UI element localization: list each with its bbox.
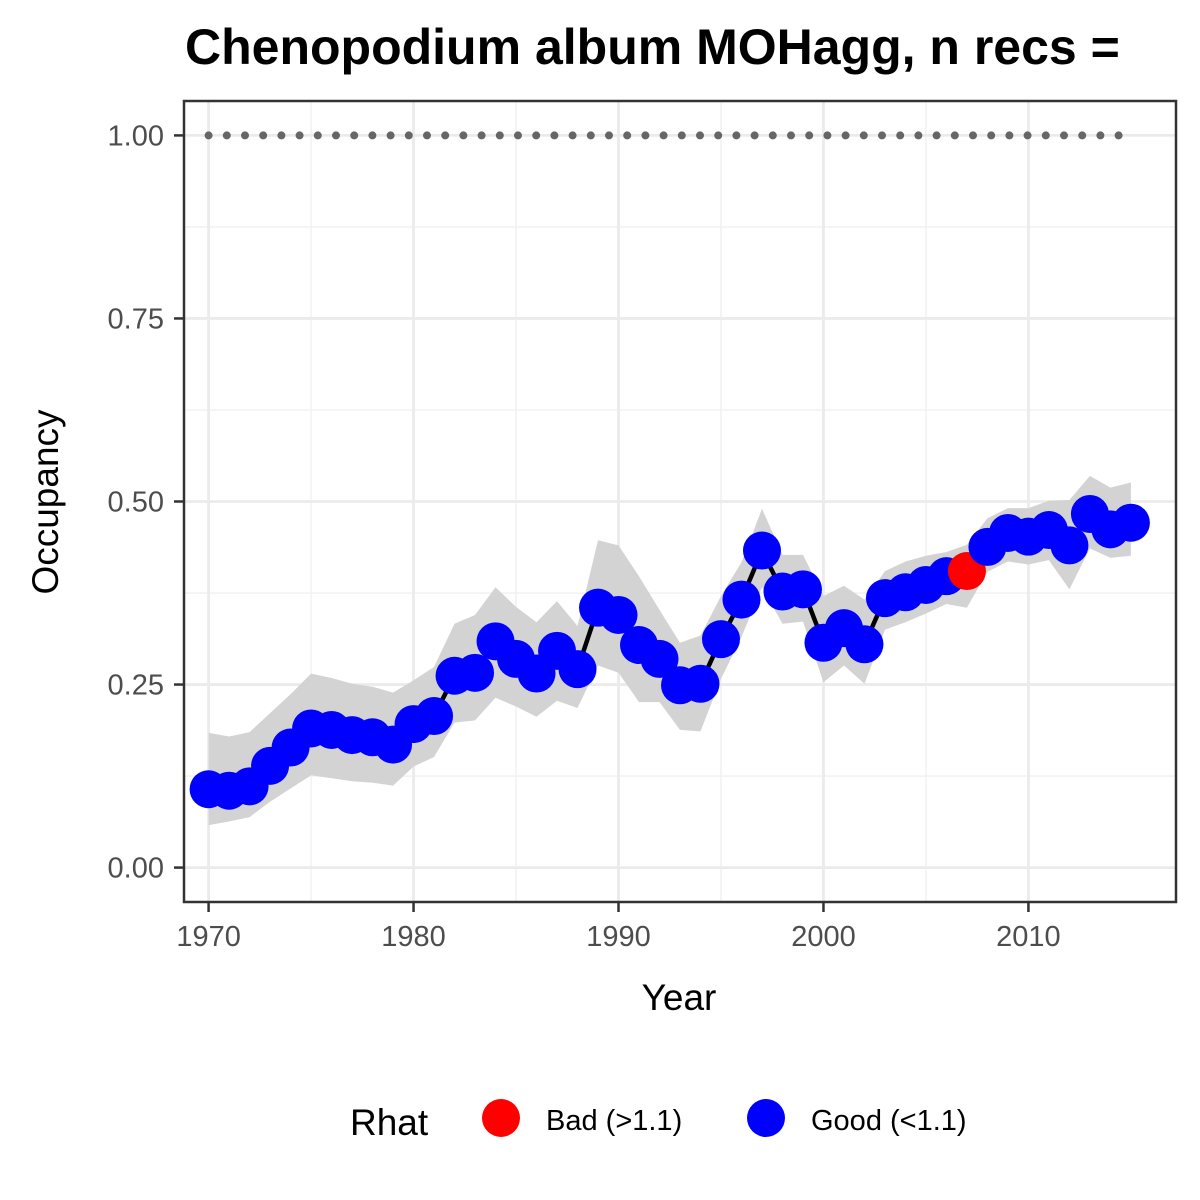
legend-label-good: Good (<1.1) <box>811 1105 967 1137</box>
data-point <box>783 570 822 609</box>
y-tick-label: 0.75 <box>108 303 164 335</box>
legend: Rhat Bad (>1.1) Good (<1.1) <box>350 1099 967 1143</box>
x-axis-title: Year <box>642 977 717 1018</box>
data-point <box>681 664 720 703</box>
legend-label-bad: Bad (>1.1) <box>546 1105 682 1137</box>
x-tick-label: 2000 <box>791 921 856 953</box>
x-axis: 1970 1980 1990 2000 2010 <box>176 902 1061 953</box>
y-axis-title: Occupancy <box>25 409 66 595</box>
x-tick-label: 1970 <box>176 921 241 953</box>
data-point <box>558 650 597 689</box>
y-axis: 0.00 0.25 0.50 0.75 1.00 <box>108 120 184 885</box>
x-tick-label: 1990 <box>586 921 651 953</box>
x-tick-label: 2010 <box>996 921 1061 953</box>
data-point <box>415 697 454 736</box>
data-point <box>742 531 781 570</box>
data-point <box>1111 503 1150 542</box>
x-tick-label: 1980 <box>381 921 446 953</box>
plot-panel <box>182 99 1178 904</box>
data-point <box>845 625 884 664</box>
legend-key-good <box>747 1099 785 1137</box>
data-point <box>599 595 638 634</box>
data-point <box>722 580 761 619</box>
y-tick-label: 0.00 <box>108 853 164 885</box>
data-point <box>640 639 679 678</box>
chart-title: Chenopodium album MOHagg, n recs = <box>185 19 1120 75</box>
y-tick-label: 0.50 <box>108 487 164 519</box>
data-point <box>1050 526 1089 565</box>
data-point <box>456 653 495 692</box>
y-tick-label: 0.25 <box>108 670 164 702</box>
data-point <box>701 620 740 659</box>
y-tick-label: 1.00 <box>108 120 164 152</box>
legend-title: Rhat <box>350 1102 429 1143</box>
legend-key-bad <box>482 1099 520 1137</box>
